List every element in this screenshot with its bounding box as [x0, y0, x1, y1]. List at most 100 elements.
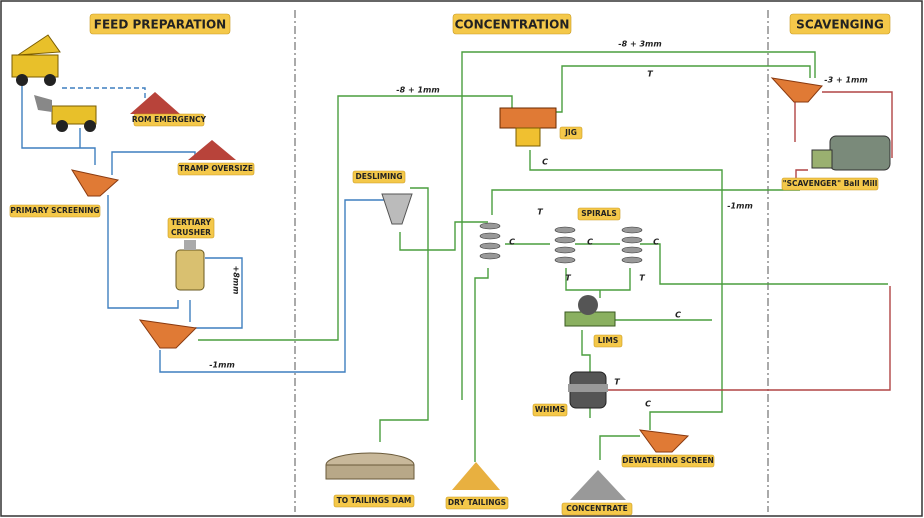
truck-bed [16, 34, 61, 56]
label-tag [621, 454, 715, 468]
flow-line [379, 187, 429, 442]
flow-line [461, 51, 816, 400]
flow-label: -1mm [209, 361, 235, 370]
label-tag [445, 496, 509, 510]
flow-label: T [639, 274, 645, 283]
flow-line [491, 189, 800, 215]
flow-line [21, 80, 96, 165]
crusher-top [184, 240, 196, 250]
flow-line [555, 65, 811, 113]
section-title: SCAVENGING [796, 18, 884, 32]
lims-drum [578, 295, 598, 315]
label-tag [9, 204, 101, 218]
flow-label: C [509, 238, 515, 247]
spiral [621, 256, 643, 264]
crusher [175, 249, 205, 291]
flow-label: -3 + 1mm [824, 76, 867, 85]
flows [21, 51, 893, 462]
spiral [554, 246, 576, 254]
label-tag [167, 217, 215, 239]
wheel [84, 120, 96, 132]
mill-motor [811, 149, 833, 169]
flow-label: T [565, 274, 571, 283]
spiral [479, 222, 501, 230]
equipment [11, 34, 891, 500]
node-label: JIG [564, 128, 577, 137]
pile [452, 462, 500, 490]
label-tag [593, 334, 623, 348]
screen [138, 319, 198, 349]
wheel [16, 74, 28, 86]
label-tag [177, 162, 255, 176]
label-tag [333, 494, 415, 508]
flow-label: -8 + 3mm [618, 40, 661, 49]
section-tag [452, 13, 572, 35]
pile [570, 470, 626, 500]
node-label: CONCENTRATE [566, 504, 627, 513]
cyclone [381, 193, 413, 225]
screen [770, 77, 823, 103]
spiral [554, 236, 576, 244]
section-title: FEED PREPARATION [94, 18, 226, 32]
node-label: TO TAILINGS DAM [337, 496, 412, 505]
label-tag [133, 113, 205, 127]
node-label: "SCAVENGER" Ball Mill [783, 179, 878, 188]
flow-label: T [614, 378, 620, 387]
node-label: WHIMS [535, 405, 565, 414]
flow-line [195, 257, 243, 329]
flow-label: -8 + 1mm [396, 86, 439, 95]
flow-label: C [587, 238, 593, 247]
screen [70, 169, 120, 197]
whims-band [568, 384, 608, 392]
spiral [621, 246, 643, 254]
flow-line [198, 95, 513, 341]
thickener-wall [325, 464, 415, 480]
flow-line [581, 330, 591, 372]
node-label: PRIMARY SCREENING [10, 206, 99, 215]
labels: ROM EMERGENCY TRAMP OVERSIZE PRIMARY SCR… [9, 113, 879, 516]
section-tag [89, 13, 231, 35]
node-label: DESLIMING [355, 172, 402, 181]
node-label: TRAMP OVERSIZE [179, 164, 253, 173]
flow-label: C [645, 400, 651, 409]
flow-label: T [647, 70, 653, 79]
spiral [479, 232, 501, 240]
label-tag [781, 177, 879, 191]
pile [188, 140, 236, 160]
node-label: SPIRALS [581, 209, 616, 218]
flow-label: -1mm [727, 202, 753, 211]
node-label: TERTIARY [171, 218, 212, 227]
section-title: CONCENTRATION [455, 18, 570, 32]
flow-line [565, 268, 631, 291]
flow-line [62, 87, 146, 98]
spiral [479, 252, 501, 260]
label-tag [561, 502, 633, 516]
jig [499, 107, 557, 129]
flow-label: C [542, 158, 548, 167]
ball-mill [829, 135, 891, 171]
flow-line [474, 268, 489, 462]
spiral [621, 236, 643, 244]
node-label: LIMS [598, 336, 618, 345]
spiral [554, 226, 576, 234]
wheel [44, 74, 56, 86]
spiral [554, 256, 576, 264]
label-tag [577, 207, 621, 221]
node-label: DEWATERING SCREEN [622, 456, 714, 465]
flow-line [159, 199, 392, 373]
node-label: CRUSHER [171, 228, 211, 237]
flow-line [529, 150, 723, 430]
loader [51, 105, 97, 125]
screen [638, 429, 690, 453]
flow-line [640, 243, 888, 285]
flow-line [822, 91, 893, 158]
label-tag [532, 403, 568, 417]
flow-label: +8mm [232, 266, 241, 295]
flow-label: T [537, 208, 543, 217]
truck [11, 54, 59, 78]
label-tag [559, 126, 583, 140]
flow-label: C [653, 238, 659, 247]
flow-line [599, 435, 640, 460]
jig-base [515, 127, 541, 147]
